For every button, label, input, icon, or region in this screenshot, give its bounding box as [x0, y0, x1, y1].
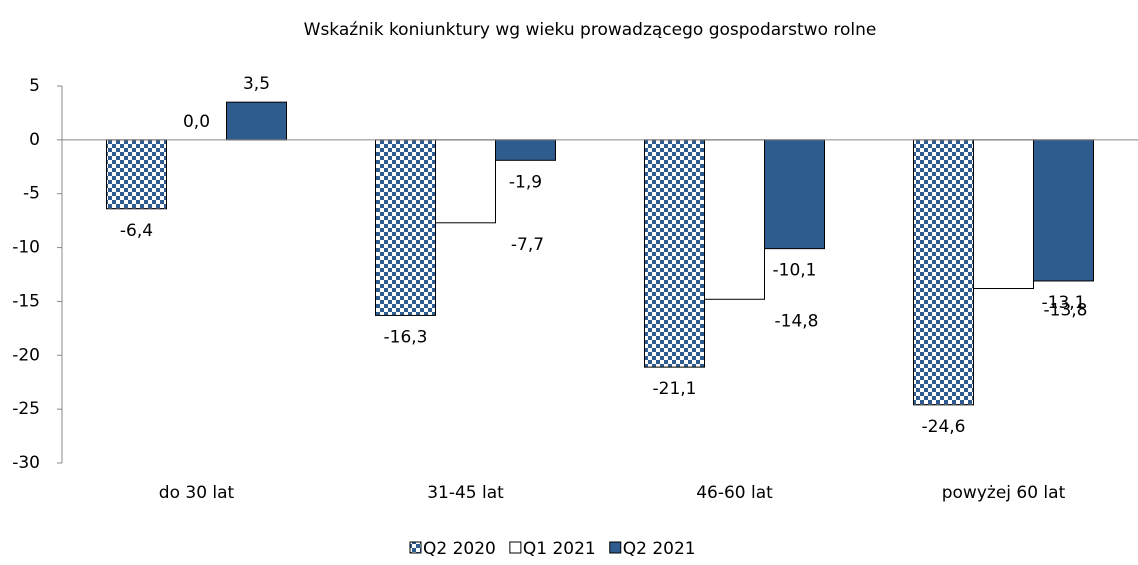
data-label: -1,9 — [509, 172, 542, 192]
legend-swatch — [509, 541, 522, 554]
legend-swatch — [409, 541, 422, 554]
y-tick-label: -10 — [12, 238, 40, 258]
bar — [106, 139, 167, 210]
data-label: -10,1 — [773, 261, 817, 281]
bar — [375, 139, 436, 316]
legend-label: Q2 2021 — [623, 539, 696, 559]
bar — [973, 139, 1034, 290]
data-label: -13,1 — [1042, 293, 1086, 313]
bar — [913, 139, 974, 406]
data-label: -6,4 — [120, 221, 153, 241]
y-tick-label: -15 — [12, 291, 40, 311]
x-tick-label: do 30 lat — [159, 483, 235, 503]
x-tick-label: 31-45 lat — [427, 483, 504, 503]
data-label: -7,7 — [511, 235, 544, 255]
y-tick-label: 0 — [29, 130, 40, 150]
legend-label: Q2 2020 — [423, 539, 496, 559]
data-label: 0,0 — [183, 112, 210, 132]
data-label: 3,5 — [243, 74, 270, 94]
bar — [644, 139, 705, 368]
bar — [704, 139, 765, 300]
y-tick-label: 5 — [29, 76, 40, 96]
data-label: -13,8 — [1044, 301, 1088, 321]
y-tick-label: -20 — [12, 345, 40, 365]
data-label: -24,6 — [922, 417, 966, 437]
bar — [435, 139, 496, 224]
data-label: -16,3 — [384, 327, 428, 347]
bar — [1033, 139, 1094, 282]
x-tick-label: 46-60 lat — [696, 483, 773, 503]
bar — [495, 139, 556, 161]
y-tick-label: -30 — [12, 453, 40, 473]
y-tick-label: -5 — [23, 184, 40, 204]
bar — [764, 139, 825, 250]
legend-swatch — [609, 541, 622, 554]
x-tick-label: powyżej 60 lat — [942, 483, 1066, 503]
bar — [226, 101, 287, 141]
legend-label: Q1 2021 — [523, 539, 596, 559]
data-label: -21,1 — [653, 379, 697, 399]
y-tick-label: -25 — [12, 399, 40, 419]
data-label: -14,8 — [775, 311, 819, 331]
chart-title: Wskaźnik koniunktury wg wieku prowadzące… — [304, 20, 877, 40]
